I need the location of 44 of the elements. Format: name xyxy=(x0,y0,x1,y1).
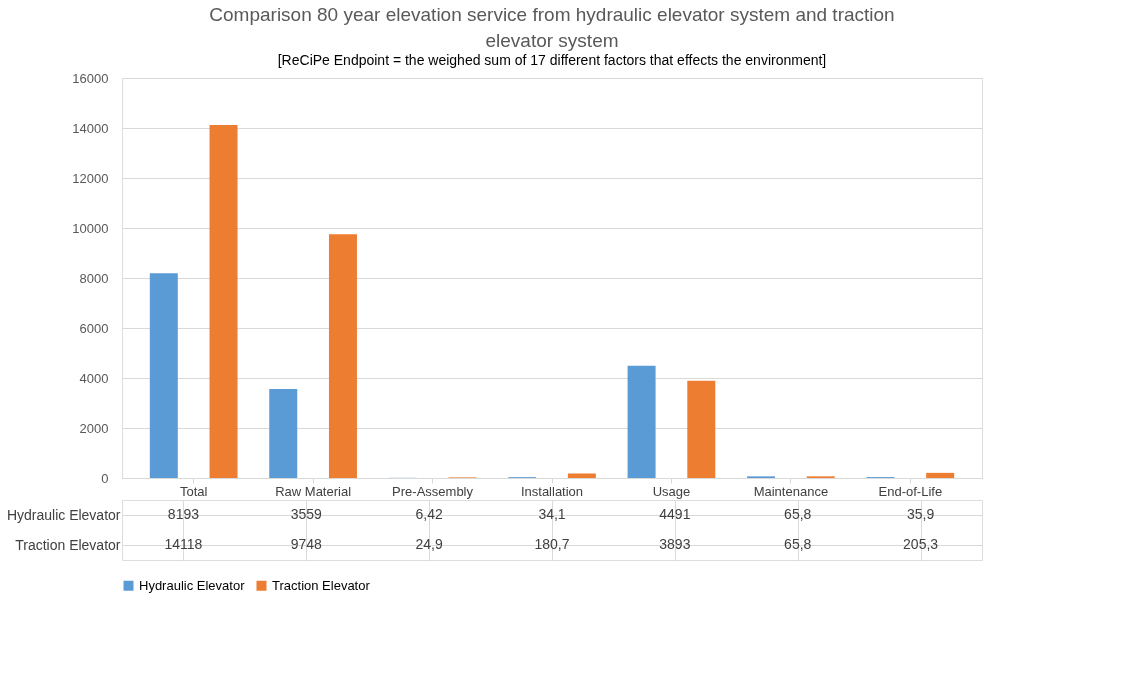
y-tick-label: 2000 xyxy=(79,420,109,436)
data-label: 3559 xyxy=(290,506,323,522)
bar xyxy=(687,380,716,478)
bar xyxy=(627,365,656,478)
data-label: 6,42 xyxy=(415,506,443,522)
y-tick-label: 12000 xyxy=(72,170,109,186)
y-tick-label: 10000 xyxy=(72,220,109,236)
data-label: 9748 xyxy=(290,536,323,552)
bar xyxy=(269,389,298,478)
x-tick-label: Maintenance xyxy=(753,483,829,499)
data-label: 4491 xyxy=(659,506,691,522)
data-label: 24,9 xyxy=(415,536,443,552)
text: Hydraulic Elevator xyxy=(6,506,121,523)
x-tick-label: Raw Material xyxy=(275,483,352,499)
bar xyxy=(209,125,238,478)
y-tick-label: 8000 xyxy=(79,270,109,286)
x-tick-label: Installation xyxy=(520,483,584,499)
data-label: 180,7 xyxy=(534,536,570,552)
data-label: 35,9 xyxy=(906,506,935,522)
x-tick-label: End-of-Life xyxy=(878,483,943,499)
x-tick-label: Usage xyxy=(652,483,691,499)
legend-label: Hydraulic Elevator xyxy=(139,577,246,593)
bar xyxy=(567,473,596,478)
y-tick-label: 0 xyxy=(101,470,109,486)
y-tick-label: 14000 xyxy=(72,120,109,136)
chart-subtitle: [ReCiPe Endpoint = the weighed sum of 17 different factors that effects the environment] xyxy=(277,52,827,68)
data-label: 34,1 xyxy=(538,506,566,522)
y-tick-label: 4000 xyxy=(79,370,109,386)
text: Traction Elevator xyxy=(15,536,121,553)
data-label: 8193 xyxy=(167,506,200,522)
data-label: 3893 xyxy=(659,536,691,552)
y-tick-label: 6000 xyxy=(79,320,109,336)
chart-title: Comparison 80 year elevation service from hydraulic elevator system and traction elevator system xyxy=(209,4,895,51)
legend-label: Traction Elevator xyxy=(272,577,371,593)
bar xyxy=(149,273,178,478)
x-tick-label: Total xyxy=(179,483,208,499)
data-label: 14118 xyxy=(164,536,203,552)
data-label: 65,8 xyxy=(784,536,812,552)
data-label: 205,3 xyxy=(903,536,939,552)
bar xyxy=(926,472,955,478)
bar xyxy=(328,234,357,478)
data-label: 65,8 xyxy=(784,506,812,522)
y-tick-label: 16000 xyxy=(72,70,109,86)
x-tick-label: Pre-Assembly xyxy=(392,483,474,499)
